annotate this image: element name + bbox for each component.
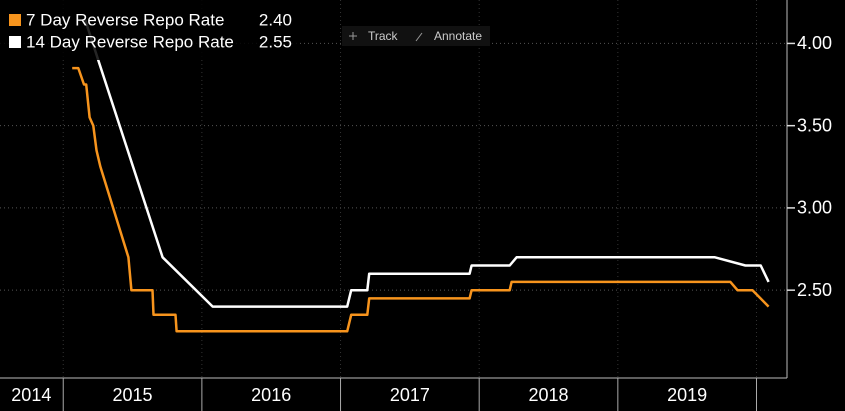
legend-swatch	[9, 36, 21, 48]
toolbar-icon	[349, 32, 357, 40]
x-tick-label: 2015	[113, 385, 153, 405]
legend: 7 Day Reverse Repo Rate 2.40 14 Day Revers…	[0, 0, 298, 60]
legend-label: 7 Day Reverse Repo Rate	[26, 10, 224, 29]
toolbar-button-label: Track	[368, 29, 399, 43]
x-tick-label: 2017	[390, 385, 430, 405]
y-tick-label: 2.50	[797, 280, 832, 300]
legend-background	[0, 0, 298, 60]
series-line	[72, 66, 770, 333]
x-tick-label: 2014	[11, 385, 51, 405]
legend-label: 14 Day Reverse Repo Rate	[26, 32, 234, 51]
legend-swatch	[9, 14, 21, 26]
toolbar: Track Annotate	[342, 26, 490, 46]
toolbar-button-label: Annotate	[434, 29, 482, 43]
x-tick-label: 2016	[251, 385, 291, 405]
y-tick-label: 4.00	[797, 33, 832, 53]
y-tick-label: 3.50	[797, 115, 832, 135]
toolbar-button[interactable]: Track	[349, 29, 399, 43]
toolbar-background	[342, 26, 490, 46]
series-line	[84, 20, 770, 308]
toolbar-icon	[415, 32, 423, 42]
toolbar-button[interactable]: Annotate	[415, 29, 482, 43]
x-tick-label: 2018	[528, 385, 568, 405]
legend-value: 2.40	[259, 10, 292, 29]
legend-value: 2.55	[259, 32, 292, 51]
x-tick-label: 2019	[667, 385, 707, 405]
y-tick-label: 3.00	[797, 198, 832, 218]
